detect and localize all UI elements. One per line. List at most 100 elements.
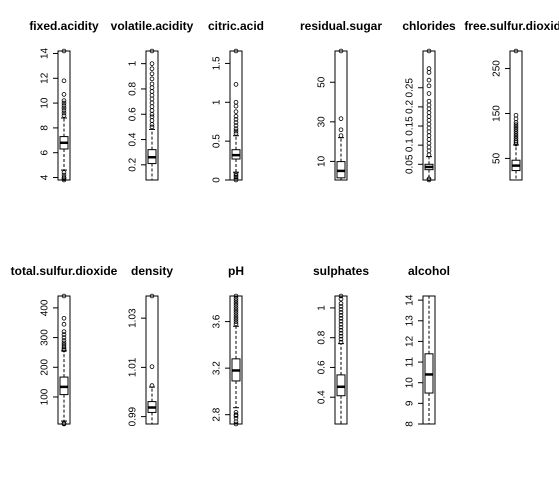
outlier-point — [233, 309, 239, 315]
outlier-point — [61, 113, 67, 118]
outlier-point — [338, 339, 344, 345]
outlier-point — [233, 177, 239, 183]
outlier-point — [426, 176, 432, 182]
outlier-point — [149, 61, 155, 66]
outlier-point — [149, 100, 155, 106]
outlier-point — [426, 129, 432, 135]
y-tick-label: 10 — [405, 377, 416, 389]
outlier-point — [61, 110, 67, 116]
outlier-point — [513, 131, 519, 137]
outlier-point — [426, 98, 432, 104]
outlier-point — [61, 172, 67, 178]
boxplot-panel: pH 2.8 3.2 3.6 — [212, 264, 244, 427]
outlier-point — [426, 102, 432, 108]
outlier-point — [426, 121, 432, 127]
outlier-point — [149, 293, 155, 299]
outlier-point — [233, 113, 239, 119]
boxplot-panel: alcohol 8 9 10 11 12 13 14 — [405, 264, 450, 427]
outlier-point — [338, 293, 344, 299]
outlier-point — [233, 174, 239, 180]
outlier-point — [338, 310, 344, 315]
outlier-point — [426, 110, 432, 115]
y-tick-label: 0.05 — [405, 154, 416, 174]
panel-title: chlorides — [402, 19, 456, 33]
outlier-point — [149, 66, 155, 72]
outlier-point — [61, 175, 67, 180]
panel-title: total.sulfur.dioxide — [11, 264, 118, 278]
boxplot-panel: free.sulfur.dioxide 50 150 250 — [464, 19, 559, 181]
outlier-point — [61, 321, 67, 327]
outlier-point — [233, 173, 239, 178]
box-iqr — [336, 374, 346, 397]
outlier-point — [426, 91, 432, 96]
outlier-point — [338, 48, 344, 54]
panel-title: free.sulfur.dioxide — [464, 19, 559, 33]
y-tick-label: 0.4 — [317, 390, 328, 404]
outlier-point — [61, 315, 67, 321]
y-tick-label: 11 — [405, 356, 416, 367]
y-tick-label: 0.99 — [128, 406, 139, 426]
y-tick-label: 0.25 — [405, 78, 416, 98]
outlier-point — [426, 117, 432, 123]
outlier-point — [61, 103, 67, 108]
y-tick-label: 6 — [40, 149, 51, 155]
outlier-point — [426, 140, 432, 146]
outlier-point — [233, 48, 239, 54]
outlier-point — [513, 124, 519, 130]
panel-title: pH — [228, 264, 244, 278]
outlier-point — [426, 133, 432, 138]
outlier-point — [61, 48, 67, 54]
boxplot-panel: fixed.acidity 4 6 8 10 12 14 — [29, 19, 99, 183]
outlier-point — [233, 307, 239, 313]
y-tick-label: 0.8 — [317, 330, 328, 344]
boxplot-panel: citric.acid 0 0.5 1 1.5 — [208, 19, 264, 183]
outlier-point — [149, 48, 155, 54]
outlier-point — [233, 120, 239, 125]
outlier-point — [233, 123, 239, 128]
y-tick-label: 0.5 — [212, 134, 223, 148]
y-tick-label: 10 — [317, 155, 328, 167]
outlier-point — [338, 333, 344, 339]
y-tick-label: 50 — [492, 152, 503, 164]
y-tick-label: 3.6 — [212, 314, 223, 328]
outlier-point — [513, 112, 519, 118]
y-tick-label: 12 — [405, 335, 416, 347]
outlier-point — [426, 70, 432, 75]
y-tick-label: 200 — [40, 358, 51, 375]
outlier-point — [338, 336, 344, 342]
outlier-point — [233, 296, 239, 301]
outlier-point — [513, 129, 519, 134]
outlier-point — [426, 48, 432, 54]
y-tick-label: 0.15 — [405, 116, 416, 136]
outlier-point — [338, 330, 344, 336]
y-tick-label: 4 — [40, 174, 51, 180]
outlier-point — [513, 122, 519, 128]
outlier-point — [513, 135, 519, 141]
outlier-point — [426, 152, 432, 158]
outlier-point — [426, 144, 432, 150]
outlier-point — [338, 307, 344, 312]
y-tick-label: 2.8 — [212, 407, 223, 421]
outlier-point — [233, 312, 239, 317]
outlier-point — [61, 170, 67, 175]
outlier-point — [233, 131, 239, 136]
outlier-point — [338, 319, 344, 324]
outlier-point — [338, 301, 344, 306]
outlier-point — [233, 300, 239, 306]
outlier-point — [338, 321, 344, 327]
boxplot-panel: density 0.99 1.01 1.03 — [128, 264, 174, 426]
y-tick-label: 0.2 — [128, 157, 139, 171]
outlier-point — [149, 89, 155, 94]
outlier-point — [149, 108, 155, 113]
outlier-point — [233, 109, 239, 114]
y-tick-label: 300 — [40, 329, 51, 346]
outlier-point — [233, 412, 239, 417]
outlier-point — [233, 176, 239, 181]
outlier-point — [149, 118, 155, 123]
outlier-point — [338, 324, 344, 330]
outlier-point — [338, 116, 344, 121]
outlier-point — [149, 85, 155, 90]
y-tick-label: 3.2 — [212, 361, 223, 375]
outlier-point — [233, 82, 239, 87]
